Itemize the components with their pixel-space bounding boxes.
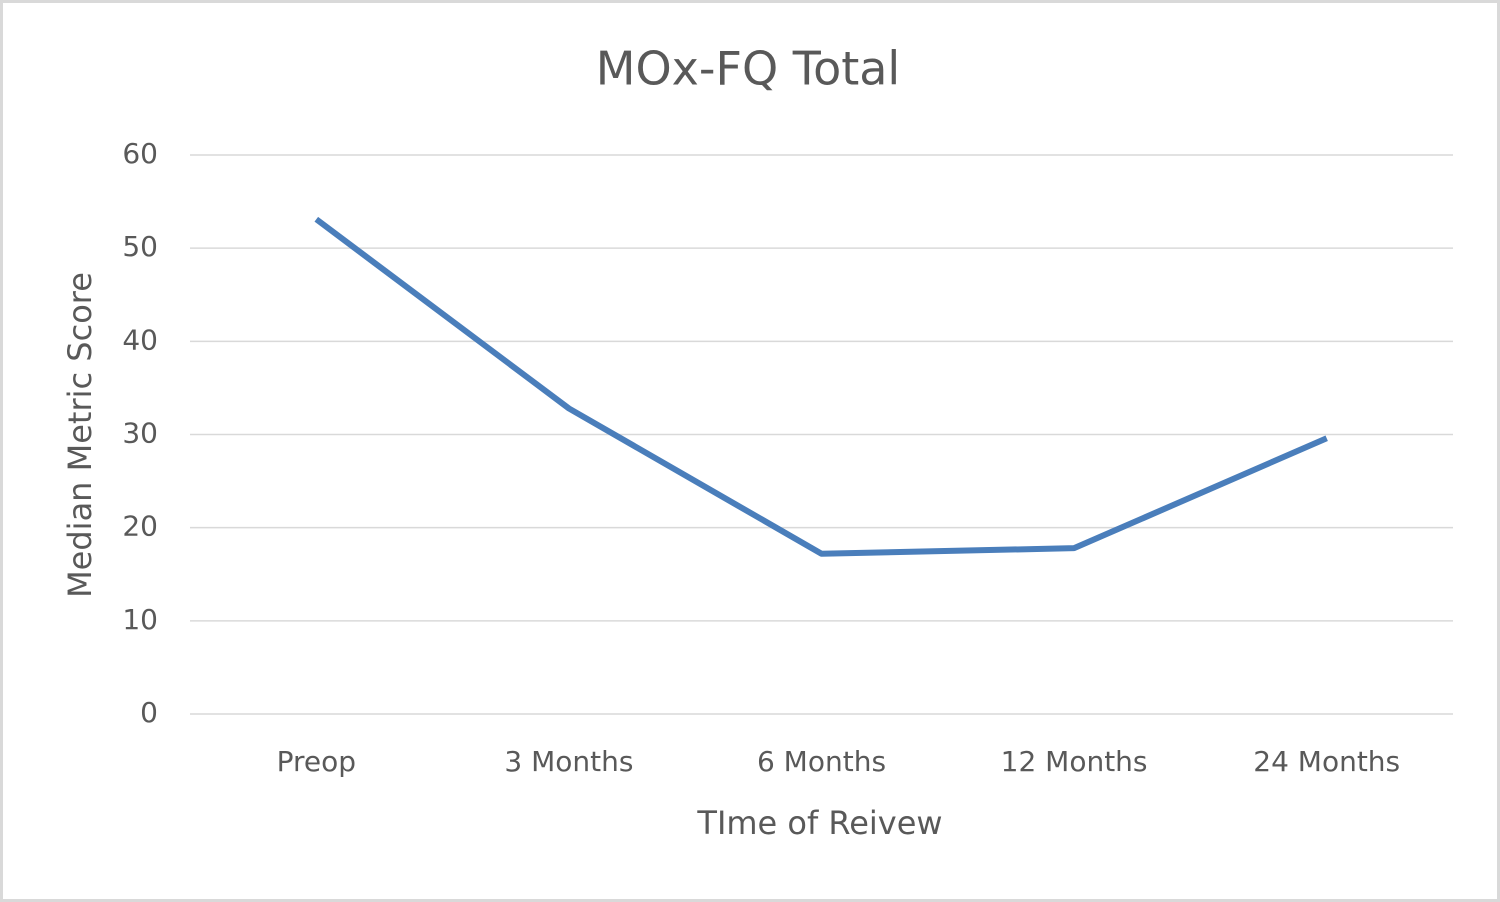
y-tick-label: 60 [122, 137, 158, 170]
x-axis-title: TIme of Reivew [696, 804, 942, 842]
y-tick-label: 50 [122, 230, 158, 263]
x-tick-label: 3 Months [504, 745, 633, 778]
chart-title: MOx-FQ Total [596, 42, 900, 96]
y-tick-label: 30 [122, 417, 158, 450]
y-tick-label: 40 [122, 323, 158, 356]
x-tick-label: Preop [277, 745, 356, 778]
x-tick-label: 24 Months [1253, 745, 1400, 778]
y-tick-label: 20 [122, 510, 158, 543]
y-tick-label: 0 [140, 696, 158, 729]
data-line [314, 216, 1328, 557]
y-tick-label: 10 [122, 603, 158, 636]
x-tick-label: 6 Months [757, 745, 886, 778]
y-axis-title: Median Metric Score [61, 272, 99, 598]
x-tick-label: 12 Months [1001, 745, 1148, 778]
